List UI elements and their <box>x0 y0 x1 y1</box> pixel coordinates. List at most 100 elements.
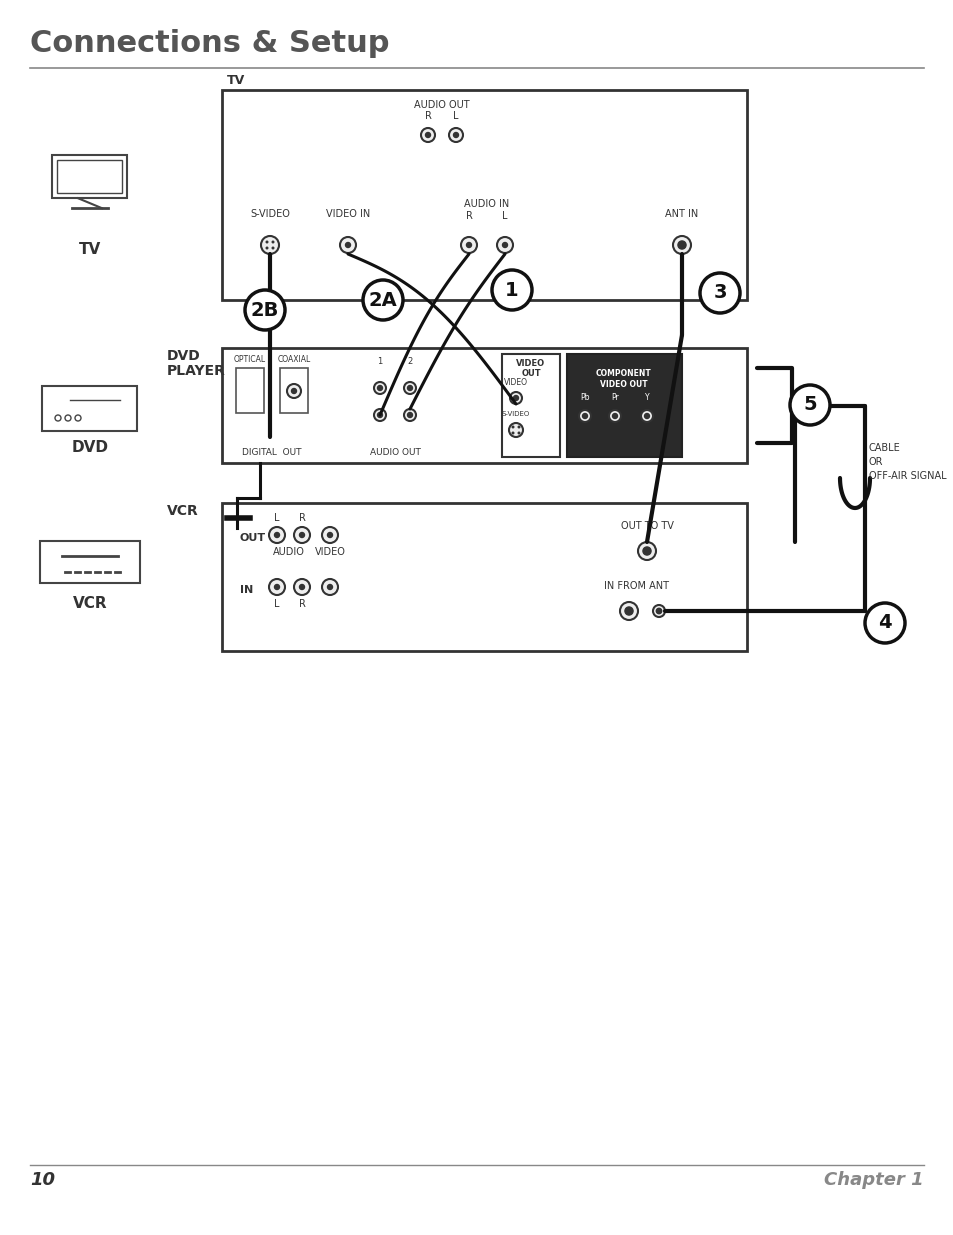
Circle shape <box>619 601 638 620</box>
Circle shape <box>513 395 518 400</box>
Text: 1: 1 <box>505 280 518 300</box>
Circle shape <box>272 241 274 243</box>
Circle shape <box>789 385 829 425</box>
Circle shape <box>864 603 904 643</box>
Text: Pr: Pr <box>611 393 618 403</box>
Text: IN FROM ANT: IN FROM ANT <box>604 580 669 592</box>
Bar <box>222 90 746 300</box>
Bar <box>57 161 122 193</box>
Circle shape <box>672 236 690 254</box>
Text: OPTICAL: OPTICAL <box>233 354 266 364</box>
Circle shape <box>407 412 412 417</box>
Text: AUDIO OUT: AUDIO OUT <box>369 448 420 457</box>
Circle shape <box>339 237 355 253</box>
Circle shape <box>449 128 462 142</box>
Circle shape <box>294 527 310 543</box>
Text: 2A: 2A <box>368 290 397 310</box>
Circle shape <box>403 409 416 421</box>
Circle shape <box>299 584 304 589</box>
Bar <box>43 385 137 431</box>
Circle shape <box>700 273 740 312</box>
Bar <box>40 541 140 583</box>
Circle shape <box>374 382 386 394</box>
Text: Connections & Setup: Connections & Setup <box>30 28 389 58</box>
Text: COAXIAL: COAXIAL <box>277 354 311 364</box>
Circle shape <box>511 426 514 429</box>
Circle shape <box>644 414 649 419</box>
Bar <box>501 354 559 457</box>
Text: OUT: OUT <box>240 534 266 543</box>
Text: OUT: OUT <box>520 369 540 378</box>
Circle shape <box>517 431 520 435</box>
Circle shape <box>287 384 301 398</box>
Circle shape <box>292 389 296 394</box>
Text: R: R <box>465 211 472 221</box>
Circle shape <box>608 410 620 422</box>
Text: 2B: 2B <box>251 300 279 320</box>
Text: PLAYER: PLAYER <box>167 364 226 378</box>
Text: VIDEO: VIDEO <box>503 378 527 387</box>
Circle shape <box>403 382 416 394</box>
Text: VIDEO: VIDEO <box>516 359 545 368</box>
Text: IN: IN <box>240 585 253 595</box>
Text: 1: 1 <box>377 357 382 366</box>
Circle shape <box>497 237 513 253</box>
Text: Y: Y <box>644 393 649 403</box>
Text: OUT TO TV: OUT TO TV <box>619 521 673 531</box>
Bar <box>222 503 746 651</box>
Circle shape <box>656 609 661 614</box>
Circle shape <box>517 426 520 429</box>
Circle shape <box>299 532 304 537</box>
Text: L: L <box>501 211 507 221</box>
Text: S-VIDEO: S-VIDEO <box>250 209 290 219</box>
Circle shape <box>269 579 285 595</box>
Circle shape <box>502 242 507 247</box>
Text: TV: TV <box>79 242 101 257</box>
Circle shape <box>274 584 279 589</box>
Circle shape <box>578 410 590 422</box>
Text: CABLE
OR
OFF-AIR SIGNAL: CABLE OR OFF-AIR SIGNAL <box>868 443 945 480</box>
Circle shape <box>460 237 476 253</box>
Text: AUDIO: AUDIO <box>273 547 305 557</box>
Text: 3: 3 <box>713 284 726 303</box>
Circle shape <box>294 579 310 595</box>
Circle shape <box>678 241 685 249</box>
Text: R: R <box>298 599 305 609</box>
Circle shape <box>640 410 652 422</box>
Text: DVD: DVD <box>71 440 109 454</box>
Circle shape <box>272 247 274 249</box>
Circle shape <box>327 584 333 589</box>
Text: 2: 2 <box>407 357 413 366</box>
Text: VIDEO OUT: VIDEO OUT <box>599 380 647 389</box>
Circle shape <box>420 128 435 142</box>
Circle shape <box>612 414 617 419</box>
Circle shape <box>510 391 521 404</box>
Circle shape <box>638 542 656 559</box>
Text: 4: 4 <box>878 614 891 632</box>
Circle shape <box>265 247 268 249</box>
Text: AUDIO OUT: AUDIO OUT <box>414 100 469 110</box>
Circle shape <box>269 527 285 543</box>
Circle shape <box>509 424 522 437</box>
Circle shape <box>345 242 350 247</box>
Circle shape <box>642 547 650 555</box>
Text: VIDEO IN: VIDEO IN <box>326 209 370 219</box>
Circle shape <box>374 409 386 421</box>
Circle shape <box>363 280 402 320</box>
Circle shape <box>377 385 382 390</box>
Bar <box>566 354 681 457</box>
Text: COMPONENT: COMPONENT <box>596 369 651 378</box>
Text: VIDEO: VIDEO <box>314 547 345 557</box>
Text: TV: TV <box>227 74 245 86</box>
Text: Chapter 1: Chapter 1 <box>823 1171 923 1189</box>
Bar <box>222 348 746 463</box>
Circle shape <box>265 241 268 243</box>
Circle shape <box>466 242 471 247</box>
Text: 10: 10 <box>30 1171 55 1189</box>
Circle shape <box>245 290 285 330</box>
Circle shape <box>261 236 278 254</box>
Circle shape <box>407 385 412 390</box>
Text: L: L <box>274 513 279 522</box>
Text: R: R <box>424 111 431 121</box>
Circle shape <box>511 431 514 435</box>
